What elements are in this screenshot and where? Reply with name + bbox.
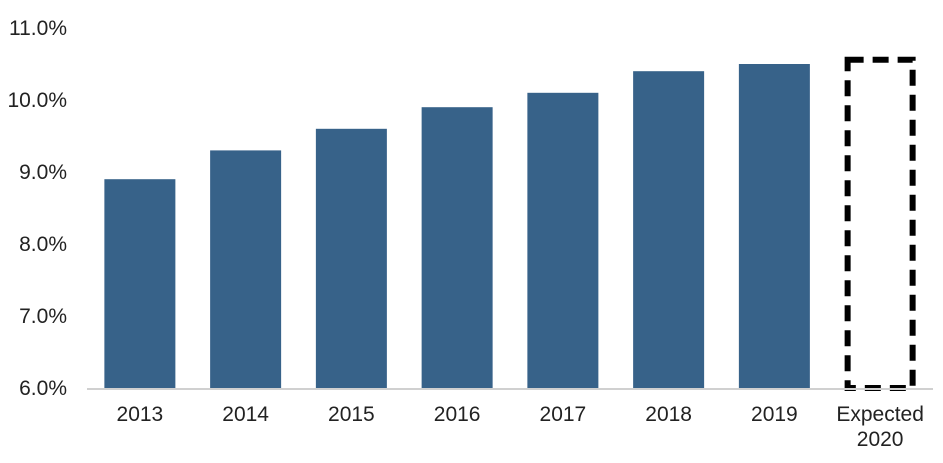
y-tick-label: 11.0% xyxy=(9,17,67,40)
y-tick-label: 8.0% xyxy=(19,233,67,256)
bar xyxy=(315,128,387,389)
y-axis-ticks: 6.0% 7.0% 8.0% 9.0% 10.0% 11.0% xyxy=(7,17,67,400)
bar xyxy=(633,71,705,388)
bar xyxy=(527,92,599,389)
x-tick-label: 2013 xyxy=(117,403,164,426)
x-tick-label: 2020 xyxy=(857,428,904,451)
x-tick-label: Expected xyxy=(836,403,924,426)
x-tick-label: 2016 xyxy=(434,403,481,426)
y-tick-label: 10.0% xyxy=(7,89,67,112)
y-tick-label: 7.0% xyxy=(19,305,67,328)
bar xyxy=(421,107,493,388)
bars xyxy=(104,56,916,392)
bar xyxy=(210,150,282,388)
x-tick-label: 2017 xyxy=(540,403,587,426)
bar-expected xyxy=(844,56,916,392)
x-tick-label: 2019 xyxy=(751,403,798,426)
x-tick-label: 2014 xyxy=(222,403,269,426)
y-tick-label: 6.0% xyxy=(19,377,67,400)
bar xyxy=(104,179,176,388)
y-tick-label: 9.0% xyxy=(19,161,67,184)
x-tick-label: 2018 xyxy=(645,403,692,426)
bar xyxy=(738,64,810,388)
x-tick-label: 2015 xyxy=(328,403,375,426)
